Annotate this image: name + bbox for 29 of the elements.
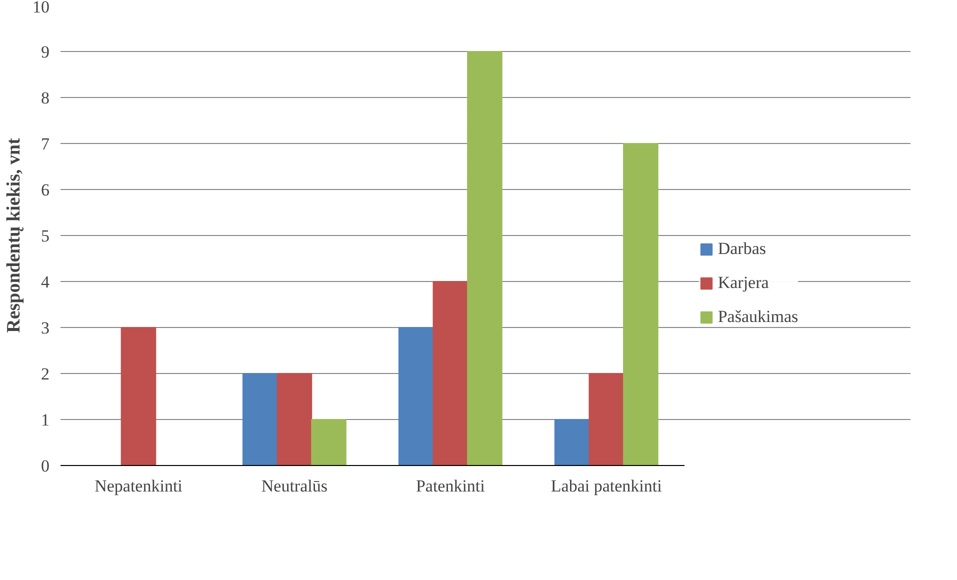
x-tick-label: Nepatenkinti bbox=[94, 476, 183, 496]
bar bbox=[120, 327, 156, 466]
bar bbox=[398, 327, 434, 466]
y-tick-label: 3 bbox=[41, 318, 50, 338]
y-tick-label: 2 bbox=[41, 364, 50, 384]
y-tick-label: 0 bbox=[41, 456, 50, 476]
bar bbox=[311, 419, 346, 466]
y-tick-label: 6 bbox=[41, 180, 50, 200]
legend-label: Darbas bbox=[718, 239, 766, 259]
legend-label: Karjera bbox=[718, 273, 769, 293]
y-tick-label: 8 bbox=[41, 88, 50, 108]
bar bbox=[554, 419, 590, 466]
y-tick-label: 10 bbox=[32, 0, 50, 16]
y-tick-label: 7 bbox=[41, 134, 50, 154]
x-tick-label: Patenkinti bbox=[416, 476, 486, 496]
y-tick-label: 4 bbox=[41, 272, 50, 292]
x-tick-label: Labai patenkinti bbox=[550, 476, 662, 496]
y-tick-label: 5 bbox=[41, 226, 50, 246]
y-axis-title: Respondentų kiekis, vnt bbox=[4, 137, 24, 333]
y-tick-label: 9 bbox=[41, 42, 50, 62]
bar bbox=[276, 373, 312, 466]
y-tick-label: 1 bbox=[41, 410, 50, 430]
bar bbox=[588, 373, 624, 466]
bar bbox=[242, 373, 278, 466]
bar bbox=[467, 51, 502, 466]
legend-label: Pašaukimas bbox=[718, 307, 798, 327]
bar bbox=[623, 143, 658, 466]
bar bbox=[432, 281, 468, 466]
x-tick-label: Neutralūs bbox=[261, 476, 328, 496]
